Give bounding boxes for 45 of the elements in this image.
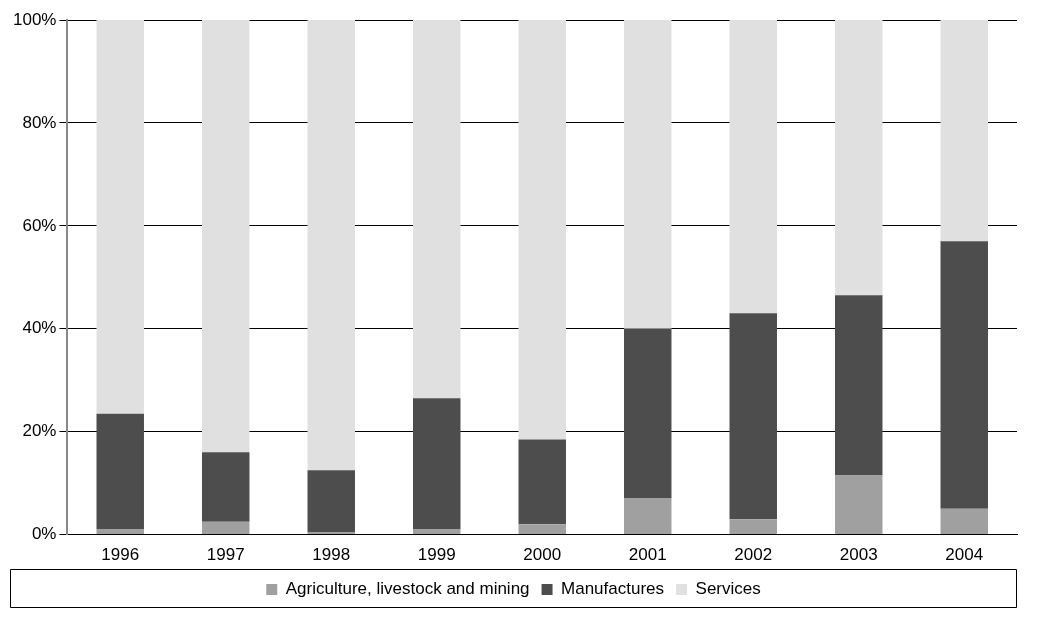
bar [624,328,672,499]
bar [96,529,144,535]
y-tick-label: 20% [22,421,57,441]
bar [413,398,461,530]
bar [624,498,672,535]
bar [518,524,566,535]
bar [202,452,250,522]
bar [307,20,355,471]
bar [518,439,566,525]
x-tick-label: 2004 [945,545,984,565]
y-tick-label: 40% [22,318,57,338]
bar [413,20,461,399]
x-tick-label: 2002 [734,545,773,565]
bar [96,413,144,530]
y-tick-label: 80% [22,112,57,132]
bar [96,20,144,414]
x-tick-label: 2001 [628,545,667,565]
x-tick-label: 1996 [101,545,140,565]
x-tick-label: 1997 [206,545,245,565]
bar [518,20,566,440]
bar [835,475,883,535]
bar [940,241,988,509]
bar [940,508,988,535]
y-tick-label: 100% [13,9,57,29]
bar [307,532,355,535]
x-tick-label: 1999 [417,545,456,565]
bar [202,521,250,535]
legend-label: Services [695,579,761,599]
bar [624,20,672,329]
x-tick-label: 2000 [523,545,562,565]
legend-label: Manufactures [561,579,665,599]
bar [413,529,461,535]
y-tick-label: 0% [31,524,57,544]
bar [307,470,355,533]
bar [729,519,777,535]
bar [835,20,883,296]
bar [940,20,988,242]
legend-label: Agriculture, livestock and mining [285,579,530,599]
x-tick-label: 2003 [839,545,878,565]
bar [729,313,777,520]
bar [202,20,250,453]
bar [729,20,777,314]
y-tick-label: 60% [22,215,57,235]
bar [835,295,883,476]
x-tick-label: 1998 [312,545,351,565]
